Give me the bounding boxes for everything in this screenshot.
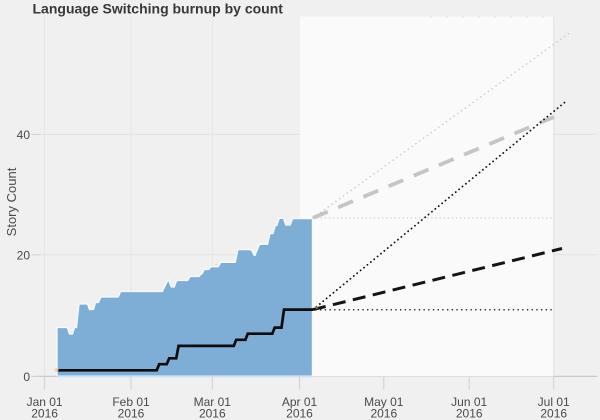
svg-text:Mar 01: Mar 01 — [194, 395, 232, 409]
svg-text:May 01: May 01 — [364, 395, 404, 409]
svg-text:Apr 01: Apr 01 — [282, 395, 318, 409]
svg-text:2016: 2016 — [456, 407, 483, 420]
svg-text:Story Count: Story Count — [4, 167, 19, 236]
svg-text:40: 40 — [17, 128, 31, 142]
svg-text:Jun 01: Jun 01 — [451, 395, 487, 409]
svg-text:Language Switching burnup by c: Language Switching burnup by count — [33, 0, 284, 16]
svg-text:0: 0 — [23, 370, 30, 384]
svg-text:2016: 2016 — [540, 407, 567, 420]
svg-text:2016: 2016 — [31, 407, 58, 420]
svg-text:Feb 01: Feb 01 — [112, 395, 150, 409]
svg-text:20: 20 — [17, 249, 31, 263]
svg-text:Jan 01: Jan 01 — [27, 395, 63, 409]
svg-text:2016: 2016 — [199, 407, 226, 420]
svg-text:Jul 01: Jul 01 — [538, 395, 570, 409]
svg-text:2016: 2016 — [286, 407, 313, 420]
svg-text:2016: 2016 — [118, 407, 145, 420]
svg-text:2016: 2016 — [370, 407, 397, 420]
